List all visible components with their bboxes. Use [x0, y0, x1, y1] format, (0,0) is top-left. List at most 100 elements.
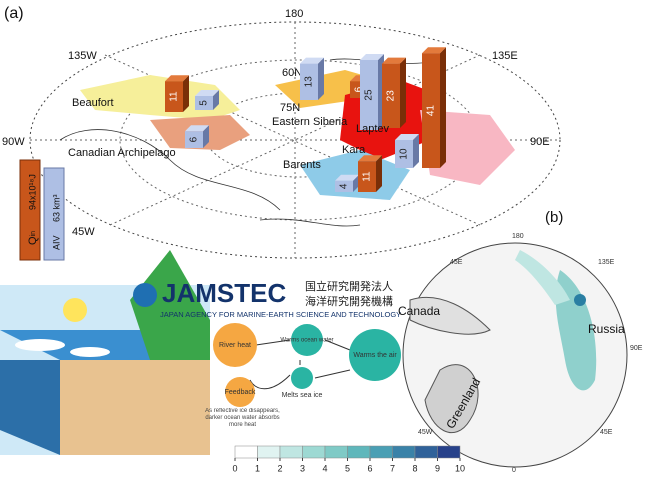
bar — [300, 63, 318, 100]
bar-label: 10 — [399, 148, 410, 160]
colorbar-cell — [257, 445, 281, 459]
bar-label: 23 — [386, 90, 397, 102]
bar-side — [318, 57, 324, 100]
logo-jp: 海洋研究開発機構 — [305, 294, 393, 308]
region-label: Laptev — [356, 123, 390, 135]
bar-side — [400, 57, 406, 128]
colorbar-tick-label: 9 — [435, 463, 440, 473]
bar — [358, 161, 376, 192]
axis-label: 90E — [630, 345, 643, 352]
bar-top — [195, 90, 219, 96]
axis-label: 135E — [492, 50, 518, 62]
colorbar-cell — [369, 445, 393, 459]
colorbar-tick-label: 7 — [390, 463, 395, 473]
axis-label: 135W — [68, 50, 97, 62]
region-label: Kara — [342, 144, 366, 156]
logo-en: JAPAN AGENCY FOR MARINE-EARTH SCIENCE AN… — [160, 310, 401, 319]
map-a — [29, 21, 561, 259]
axis-label: 75N — [280, 102, 300, 114]
bar-side — [353, 174, 359, 192]
axis-label: 135E — [598, 259, 615, 266]
logo-name: JAMSTEC — [162, 278, 286, 308]
colorbar-tick-label: 10 — [455, 463, 465, 473]
panel-label: (a) — [4, 5, 24, 22]
axis-label: 180 — [285, 8, 303, 20]
place: Canada — [398, 304, 440, 318]
bar-top — [382, 57, 406, 64]
region-label: Barents — [283, 159, 321, 171]
bar-top — [300, 57, 324, 64]
bar-top — [422, 47, 446, 54]
bar — [382, 63, 400, 128]
logo-jp: 国立研究開発法人 — [305, 279, 393, 293]
bar-top — [185, 125, 209, 132]
bar-side — [203, 125, 209, 148]
logo: JAMSTEC 国立研究開発法人 海洋研究開発機構 JAPAN AGENCY F… — [133, 278, 401, 319]
colorbar-tick-label: 6 — [367, 463, 372, 473]
bar-top — [165, 75, 189, 82]
node: Feedback — [225, 389, 256, 396]
bar — [195, 96, 213, 110]
bar-label: 6 — [189, 136, 200, 142]
region-label: Canadian Archipelago — [68, 147, 176, 159]
legend: Qin 94x10¹⁸J AIV 63 km³ — [19, 159, 65, 261]
node: Warms the air — [353, 352, 397, 359]
place: Russia — [588, 322, 625, 336]
legend-symbol: Qin — [27, 231, 39, 245]
region-label: Beaufort — [72, 97, 114, 109]
colorbar-cell — [347, 445, 371, 459]
note: As reflective ice disappears, darker oce… — [205, 408, 280, 429]
node: Warms ocean water — [280, 338, 333, 344]
colorbar-cell — [279, 445, 303, 459]
bar-top — [360, 54, 384, 60]
bar-top — [358, 155, 382, 162]
colorbar-tick-label: 8 — [412, 463, 417, 473]
axis-label: 0 — [512, 467, 516, 474]
bar-side — [413, 134, 419, 168]
map-b — [402, 242, 628, 468]
axis-label: 90E — [530, 136, 550, 148]
bar-side — [183, 75, 189, 112]
legend-symbol: AIV — [51, 235, 61, 250]
bar — [185, 131, 203, 148]
bar-side — [376, 155, 382, 192]
node: River heat — [219, 342, 251, 349]
colorbar-cell — [437, 445, 461, 459]
colorbar-tick-label: 4 — [322, 463, 327, 473]
node: Melts sea ice — [282, 392, 323, 399]
bar-label: 41 — [426, 105, 437, 117]
bar-label: 6 — [354, 86, 365, 92]
region-label: Eastern Siberia — [272, 116, 348, 128]
legend-label: 63 km³ — [51, 194, 61, 222]
bar-label: 11 — [169, 91, 180, 102]
colorbar-tick-label: 3 — [300, 463, 305, 473]
bar-label: 5 — [199, 100, 210, 106]
illustration — [0, 250, 210, 455]
bar-label: 4 — [339, 183, 350, 189]
bar-top — [395, 134, 419, 140]
bar-label: 13 — [304, 76, 315, 88]
bar-side — [213, 90, 219, 110]
legend-label: 94x10¹⁸J — [27, 174, 37, 210]
axis-label: 45E — [450, 259, 463, 266]
axis-label: 45W — [418, 429, 433, 436]
colorbar-cell — [302, 445, 326, 459]
axis-label: 45W — [72, 226, 95, 238]
bar-label: 11 — [362, 171, 373, 182]
panel-label: (b) — [545, 209, 563, 226]
diagram — [213, 323, 401, 407]
bar — [395, 140, 413, 168]
colorbar-cell — [392, 445, 416, 459]
bar-side — [440, 47, 446, 169]
bar — [360, 60, 378, 130]
bar — [335, 180, 353, 192]
colorbar-cell — [414, 445, 438, 459]
colorbar-tick-label: 5 — [345, 463, 350, 473]
bar — [422, 53, 440, 169]
colorbar-cell — [234, 445, 258, 459]
colorbar-tick-label: 2 — [277, 463, 282, 473]
bar-label: 25 — [364, 89, 375, 101]
bar-top — [335, 174, 359, 181]
